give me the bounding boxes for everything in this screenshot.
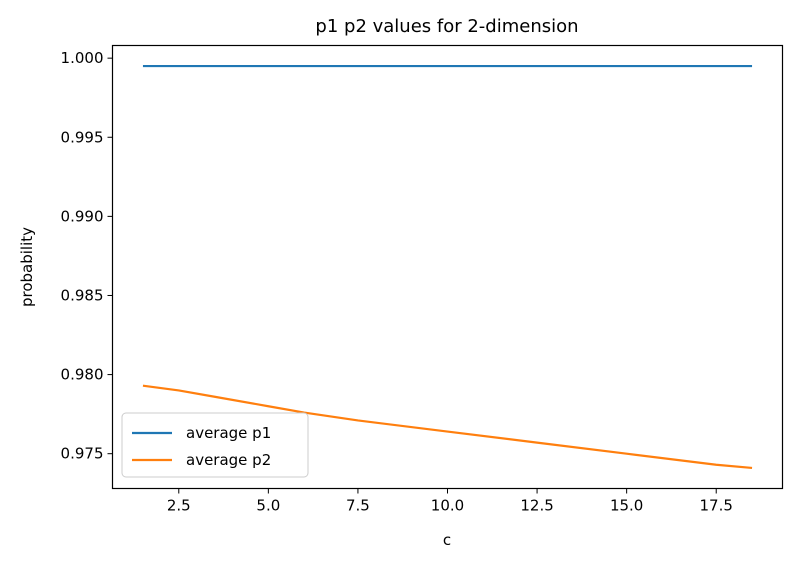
legend: average p1 average p2 [121,412,309,478]
y-axis: 0.975 0.980 0.985 0.990 0.995 1.000 [61,49,113,463]
y-tick-label: 0.990 [61,207,104,225]
x-tick-label: 5.0 [256,497,280,515]
x-tick-label: 17.5 [700,497,733,515]
y-axis-label: probability [18,227,36,307]
series-line-2 [142,384,753,470]
x-tick-label: 2.5 [167,497,191,515]
plot-area [142,64,753,470]
x-axis-label: c [443,531,451,549]
y-tick-label: 0.980 [61,366,104,384]
y-tick-label: 0.995 [61,128,104,146]
x-tick-label: 12.5 [520,497,553,515]
y-tick-label: 0.975 [61,445,104,463]
legend-label: average p1 [186,424,271,442]
y-tick-label: 1.000 [61,49,104,67]
legend-label: average p2 [186,451,271,469]
chart-title: p1 p2 values for 2-dimension [315,16,578,37]
x-axis: 2.5 5.0 7.5 10.0 12.5 15.0 17.5 [167,488,733,515]
x-tick-label: 15.0 [610,497,643,515]
y-tick-label: 0.985 [61,286,104,304]
x-tick-label: 7.5 [346,497,370,515]
x-tick-label: 10.0 [431,497,464,515]
